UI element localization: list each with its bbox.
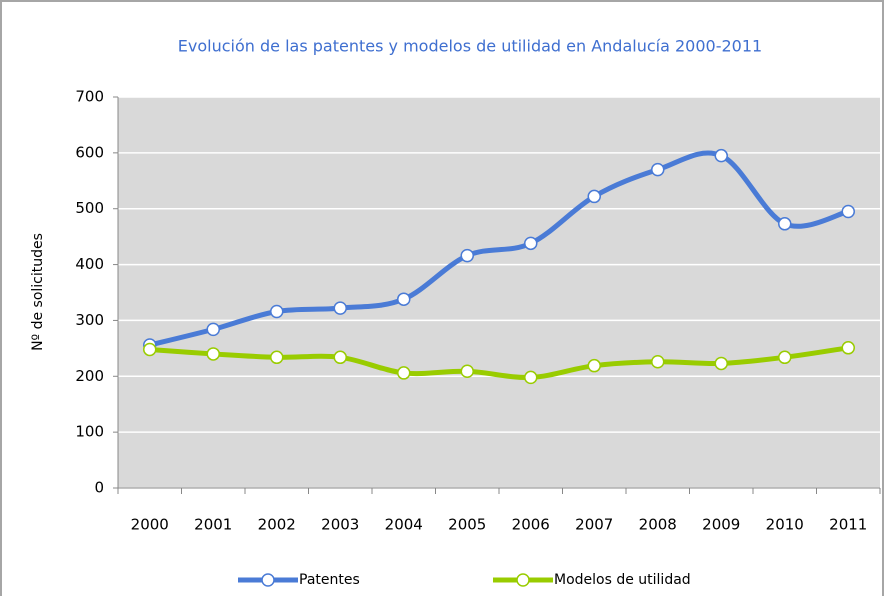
y-tick-label: 200 [75, 367, 104, 385]
data-point [841, 341, 855, 355]
x-tick-label: 2001 [194, 516, 232, 534]
x-tick-label: 2000 [131, 516, 169, 534]
data-point [587, 358, 601, 373]
data-point [460, 248, 474, 263]
legend-label: Patentes [299, 572, 360, 588]
x-tick-label: 2004 [385, 516, 423, 534]
y-tick-label: 100 [75, 423, 104, 441]
data-point [270, 350, 284, 365]
data-point [778, 217, 792, 231]
y-tick-label: 0 [94, 479, 104, 497]
x-tick-label: 2008 [639, 516, 677, 534]
y-tick-label: 700 [75, 88, 104, 106]
data-point [651, 162, 665, 177]
data-point [333, 301, 347, 315]
data-point [206, 347, 220, 361]
data-point [651, 355, 665, 369]
x-tick-label: 2009 [702, 516, 740, 534]
data-point [333, 350, 347, 365]
data-point [270, 304, 284, 319]
x-tick-label: 2010 [766, 516, 804, 534]
chart-title: Evolución de las patentes y modelos de u… [178, 37, 762, 56]
data-point [397, 366, 411, 380]
data-point [143, 342, 157, 357]
legend-marker [516, 573, 530, 587]
data-point [524, 370, 538, 385]
x-tick-label: 2011 [829, 516, 867, 534]
data-point [397, 292, 411, 306]
y-tick-label: 400 [75, 255, 104, 273]
x-tick-label: 2005 [448, 516, 486, 534]
data-point [206, 322, 220, 337]
data-point [714, 356, 728, 371]
data-point [587, 189, 601, 204]
y-tick-label: 600 [75, 143, 104, 161]
y-tick-label: 500 [75, 199, 104, 217]
x-tick-label: 2003 [321, 516, 359, 534]
x-tick-label: 2007 [575, 516, 613, 534]
data-point [524, 236, 538, 251]
x-tick-label: 2002 [258, 516, 296, 534]
legend-label: Modelos de utilidad [554, 572, 691, 588]
legend-marker [261, 573, 275, 587]
plot-area [118, 97, 880, 488]
data-point [778, 350, 792, 365]
y-tick-label: 300 [75, 311, 104, 329]
data-point [841, 204, 855, 219]
data-point [460, 364, 474, 379]
data-point [714, 148, 728, 163]
y-axis-label: Nº de solicitudes [30, 233, 46, 351]
x-tick-label: 2006 [512, 516, 550, 534]
